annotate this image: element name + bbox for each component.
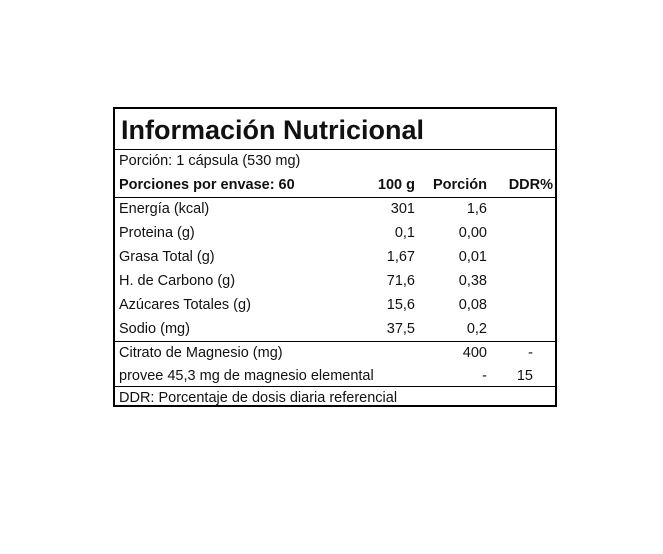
divider (115, 341, 555, 342)
nutrient-per100: 1,67 (386, 249, 415, 265)
nutrient-row: Grasa Total (g) 1,67 0,01 (115, 246, 555, 270)
nutrient-name: Azúcares Totales (g) (119, 297, 251, 313)
mineral-ddr: - (528, 345, 533, 361)
col-header-ddr: DDR% (508, 177, 553, 193)
mineral-portion: 400 (462, 345, 487, 361)
col-header-portion: Porción (433, 177, 487, 193)
nutrient-row: Energía (kcal) 301 1,6 (115, 198, 555, 222)
servings-text: Porciones por envase: 60 (119, 177, 295, 193)
nutrient-name: Proteina (g) (119, 225, 195, 241)
nutrient-row: Sodio (mg) 37,5 0,2 (115, 318, 555, 342)
nutrient-portion: 0,38 (458, 273, 487, 289)
footer-note: DDR: Porcentaje de dosis diaria referenc… (119, 390, 398, 406)
mineral-ddr: 15 (516, 368, 533, 384)
nutrient-portion: 1,6 (466, 201, 487, 217)
portion-text: Porción: 1 cápsula (530 mg) (119, 153, 301, 169)
mineral-portion: - (482, 368, 487, 384)
portion-row: Porción: 1 cápsula (530 mg) (115, 150, 555, 174)
mineral-row: Citrato de Magnesio (mg) 400 - (115, 342, 555, 366)
nutrient-portion: 0,2 (466, 321, 487, 337)
nutrient-row: Azúcares Totales (g) 15,6 0,08 (115, 294, 555, 318)
mineral-row: provee 45,3 mg de magnesio elemental - 1… (115, 365, 555, 389)
col-header-100g: 100 g (377, 177, 415, 193)
nutrient-name: Energía (kcal) (119, 201, 210, 217)
nutrient-per100: 37,5 (386, 321, 415, 337)
nutrient-per100: 15,6 (386, 297, 415, 313)
nutrient-name: Sodio (mg) (119, 321, 190, 337)
nutrient-per100: 71,6 (386, 273, 415, 289)
label-title: Información Nutricional (121, 115, 425, 145)
header-row: Porciones por envase: 60 100 g Porción D… (115, 174, 555, 198)
divider (115, 149, 555, 150)
nutrient-name: Grasa Total (g) (119, 249, 215, 265)
nutrient-portion: 0,00 (458, 225, 487, 241)
divider (115, 386, 555, 387)
divider (115, 197, 555, 198)
nutrient-row: H. de Carbono (g) 71,6 0,38 (115, 270, 555, 294)
footer-row: DDR: Porcentaje de dosis diaria referenc… (115, 387, 555, 411)
mineral-name: provee 45,3 mg de magnesio elemental (119, 368, 374, 384)
nutrient-portion: 0,08 (458, 297, 487, 313)
nutrient-portion: 0,01 (458, 249, 487, 265)
mineral-name: Citrato de Magnesio (mg) (119, 345, 283, 361)
nutrient-row: Proteina (g) 0,1 0,00 (115, 222, 555, 246)
nutrient-name: H. de Carbono (g) (119, 273, 236, 289)
nutrient-per100: 0,1 (394, 225, 415, 241)
nutrient-per100: 301 (390, 201, 415, 217)
nutrition-facts-label: Información Nutricional Porción: 1 cápsu… (113, 107, 557, 407)
